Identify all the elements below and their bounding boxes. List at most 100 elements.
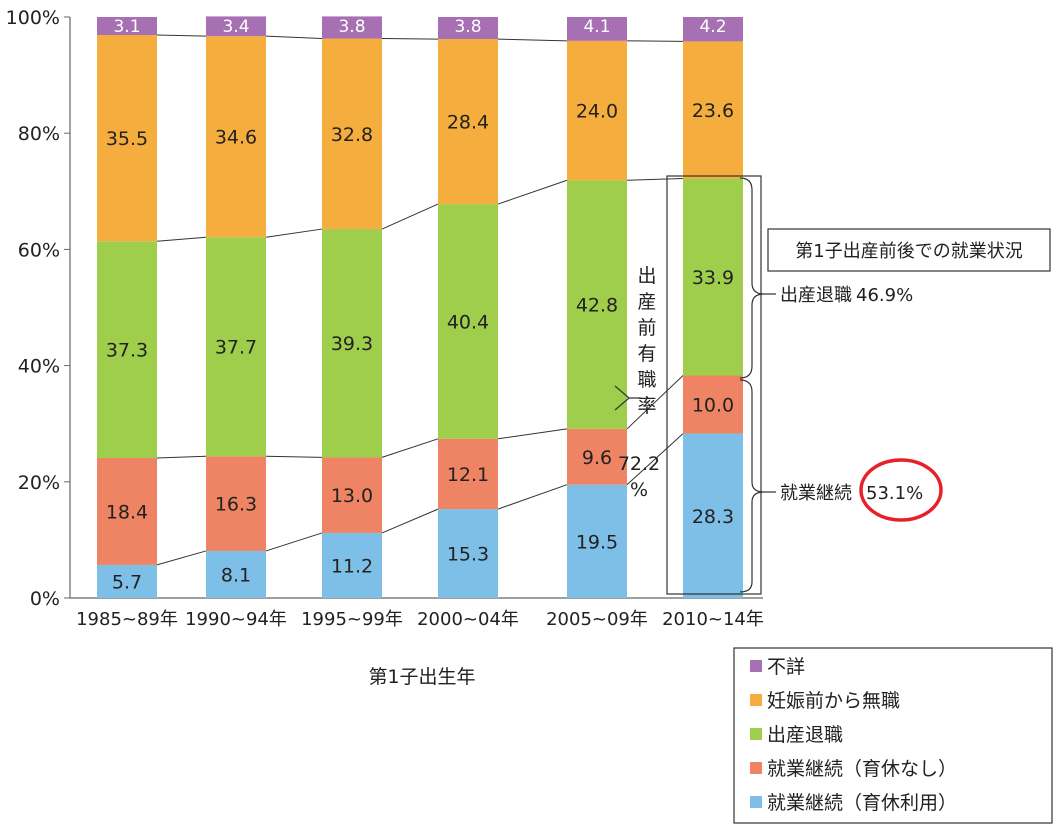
x-tick-label: 1985~89年 <box>76 609 178 630</box>
connector-line <box>381 508 439 534</box>
y-tick-label: 100% <box>6 7 60 29</box>
bar-segment <box>683 41 743 179</box>
connector-line <box>265 228 323 238</box>
y-tick-labels: 0% 20% 40% 60% 80% 100% <box>6 7 60 610</box>
bar-value-label: 37.7 <box>215 337 257 359</box>
connector-line <box>626 40 684 42</box>
legend-swatch <box>750 660 762 672</box>
bar-value-label: 19.5 <box>576 531 618 553</box>
bar-value-label: 4.2 <box>699 17 726 37</box>
connector-line <box>497 484 568 510</box>
prebirth-employment-annotation: 出産前有職率 72.2 % <box>614 265 660 501</box>
legend-box <box>733 647 1053 824</box>
y-tick-label: 80% <box>18 123 60 145</box>
bar-segment <box>567 428 627 485</box>
connector-line <box>497 179 568 205</box>
bar-segment <box>322 457 382 533</box>
bar-segment <box>206 36 266 238</box>
bar-value-label: 28.3 <box>692 506 734 528</box>
bar-value-label: 32.8 <box>331 124 373 146</box>
bar-value-label: 40.4 <box>447 311 489 333</box>
bar-segment <box>206 456 266 551</box>
x-tick-labels: 1985~89年 1990~94年 1995~99年 2000~04年 2005~09年… <box>76 609 764 630</box>
connector-line <box>626 375 684 430</box>
bar-value-label: 37.3 <box>106 340 148 362</box>
connector-line <box>265 455 323 458</box>
x-tick-label: 1990~94年 <box>185 609 287 630</box>
prebirth-employment-value: 72.2 <box>618 453 660 475</box>
legend-swatch <box>750 796 762 808</box>
quit-value: 46.9% <box>856 285 913 306</box>
legend-label: 不詳 <box>767 656 805 678</box>
x-tick-label: 2000~04年 <box>417 609 519 630</box>
continue-label: 就業継続 <box>780 483 852 504</box>
bar-value-label: 12.1 <box>447 464 489 486</box>
connector-line <box>381 203 439 230</box>
bar-value-label: 3.8 <box>454 17 481 37</box>
prebirth-employment-unit: % <box>630 479 648 501</box>
connector-line <box>156 236 207 242</box>
connector-line <box>497 428 568 440</box>
bar-segment <box>206 16 266 37</box>
bar-value-labels: 5.7 18.4 37.3 35.5 3.1 8.1 16.3 37.7 34.6 3.4 11.2… <box>106 17 734 593</box>
bar-value-label: 16.3 <box>215 494 257 516</box>
bar-value-label: 28.4 <box>447 112 489 134</box>
bar-value-label: 18.4 <box>106 501 148 523</box>
legend-swatch <box>750 694 762 706</box>
bar-segment <box>438 204 498 439</box>
quit-label: 出産退職 <box>780 285 852 306</box>
bar-segment <box>97 241 157 458</box>
bar-value-label: 13.0 <box>331 485 373 507</box>
bar-segment <box>438 17 498 40</box>
bar-segment <box>683 17 743 42</box>
bar-segment <box>322 532 382 598</box>
connector-line <box>626 178 684 181</box>
bar-segment <box>206 550 266 598</box>
bar-segment <box>683 178 743 376</box>
bar-value-label: 35.5 <box>106 128 148 150</box>
bar-value-label: 10.0 <box>692 395 734 417</box>
connector-lines <box>156 34 684 566</box>
y-tick-label: 0% <box>30 588 60 610</box>
legend-label: 就業継続（育休利用） <box>767 792 957 814</box>
legend-label: 出産退職 <box>767 724 843 746</box>
connector-line <box>381 37 439 40</box>
connector-line <box>497 38 568 42</box>
x-tick-label: 2005~09年 <box>546 609 648 630</box>
connector-line <box>156 34 207 37</box>
legend-swatch <box>750 762 762 774</box>
highlight-circle <box>859 458 943 522</box>
y-tick-label: 40% <box>18 356 60 378</box>
bar-segment <box>438 39 498 205</box>
bar-value-label: 33.9 <box>692 267 734 289</box>
bar-segment <box>567 40 627 181</box>
connector-line <box>265 35 323 39</box>
x-tick-label: 1995~99年 <box>301 609 403 630</box>
bar-segment <box>97 564 157 598</box>
bar-segment <box>567 484 627 598</box>
bar-segment <box>97 457 157 565</box>
bar-value-label: 3.8 <box>338 17 365 37</box>
bar-segment <box>322 16 382 39</box>
bar-value-label: 5.7 <box>112 571 142 593</box>
bar-value-label: 39.3 <box>331 333 373 355</box>
bar-value-label: 4.1 <box>583 17 610 37</box>
bar-segment <box>322 229 382 458</box>
y-tick-label: 60% <box>18 239 60 261</box>
connector-line <box>265 532 323 552</box>
y-tick-label: 20% <box>18 472 60 494</box>
bar-value-label: 34.6 <box>215 127 257 149</box>
bar-segment <box>97 35 157 242</box>
bar-value-label: 9.6 <box>582 447 612 469</box>
axes <box>64 16 763 599</box>
bar-segment <box>567 17 627 41</box>
bar-segment <box>438 509 498 598</box>
x-tick-label: 2010~14年 <box>662 609 764 630</box>
continue-value: 53.1% <box>866 483 923 504</box>
connector-line <box>381 438 439 458</box>
bar-segment <box>683 375 743 434</box>
legend-label: 妊娠前から無職 <box>767 690 900 712</box>
bar-value-label: 24.0 <box>576 101 618 123</box>
